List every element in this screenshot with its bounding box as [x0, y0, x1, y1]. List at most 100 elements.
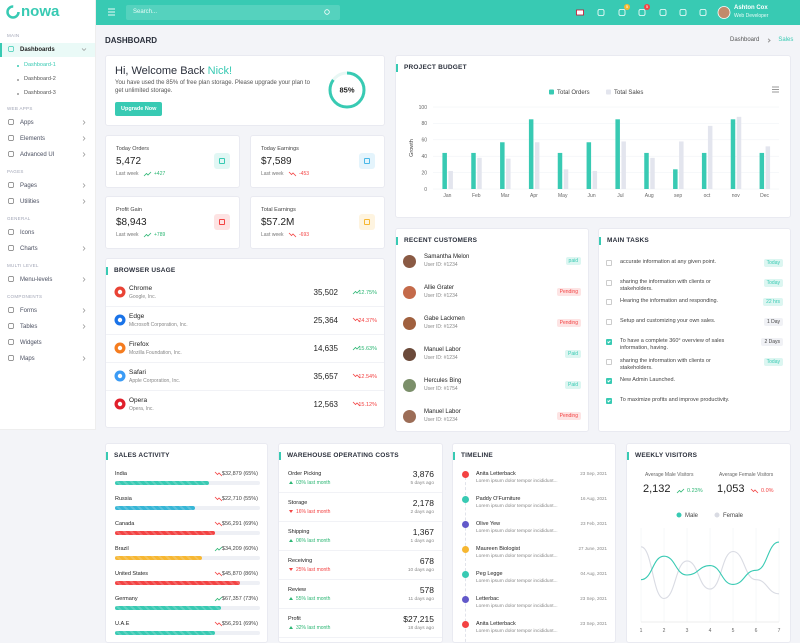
logo-ring: [6, 5, 20, 19]
progress-track: [115, 556, 260, 560]
notification-badge: 5: [644, 4, 650, 10]
cost-change: 06% last month: [296, 538, 331, 544]
user-role: Web Developer: [734, 13, 769, 19]
browser-count: 35,502: [313, 287, 338, 297]
task-text: Setup and customizing your own sales.: [620, 318, 716, 325]
sidebar-item[interactable]: Apps: [20, 120, 34, 126]
sidebar-item[interactable]: Pages: [20, 183, 38, 189]
sidebar-subitem[interactable]: Dashboard-3: [24, 90, 56, 96]
task-text: To have a complete 360° overview of sale…: [620, 337, 725, 352]
sidebar-item[interactable]: Widgets: [20, 340, 42, 346]
browser-logo: [114, 314, 126, 326]
task-checkbox[interactable]: [606, 338, 612, 345]
task-checkbox[interactable]: [606, 397, 612, 404]
y-axis-label: Growth: [409, 139, 415, 157]
logo-text: nowa: [21, 3, 60, 20]
logo-icon: [6, 5, 20, 19]
menu-icon: [8, 307, 14, 313]
x-tick-label: 6: [755, 628, 758, 634]
stat-title: Today Orders: [116, 146, 150, 152]
progress-bar: [115, 631, 216, 635]
visitor-stat-value: 1,053: [717, 483, 745, 495]
stat-value: 5,472: [116, 156, 142, 167]
menu-icon: [8, 46, 14, 52]
timeline-name: Anita Letterback: [476, 470, 516, 477]
chevron: [82, 246, 86, 251]
card-title: RECENT CUSTOMERS: [396, 237, 477, 245]
project-budget-card: PROJECT BUDGET 0 20 40 60 80 100 Growth Jan Feb Ma…: [395, 55, 791, 218]
sidebar-item[interactable]: Elements: [20, 136, 46, 142]
menu-icon: [8, 151, 14, 157]
search-box[interactable]: Search...: [126, 5, 340, 20]
sidebar-item[interactable]: Dashboards: [20, 47, 55, 53]
x-tick-label: Jun: [588, 193, 596, 199]
cost-name: Order Picking: [288, 471, 322, 477]
customer-id: User ID: #1234: [424, 324, 458, 330]
customer-name: Hercules Bing: [424, 378, 462, 384]
task-checkbox[interactable]: [606, 279, 612, 286]
bar: [730, 119, 736, 189]
sidebar-item[interactable]: Icons: [20, 230, 35, 236]
legend-label: Male: [685, 513, 699, 519]
sidebar-item[interactable]: Maps: [20, 356, 35, 362]
task-checkbox[interactable]: [606, 260, 612, 266]
x-tick-label: Dec: [760, 193, 769, 199]
progress-bar: [115, 581, 240, 585]
breadcrumb-item[interactable]: Dashboard: [730, 37, 760, 43]
bar: [736, 116, 742, 189]
welcome-card: Hi, Welcome Back Nick! You have used the 8…: [105, 55, 385, 126]
sidebar-item[interactable]: Advanced UI: [20, 152, 55, 158]
sales-trend: [214, 571, 223, 577]
header-icon: [679, 9, 687, 16]
sidebar-item[interactable]: Charts: [20, 246, 38, 252]
task-checkbox[interactable]: [606, 319, 612, 326]
sales-label: $56,291 (69%): [221, 621, 258, 627]
task-checkbox[interactable]: [606, 378, 612, 385]
sidebar-item[interactable]: Utilities: [20, 199, 40, 205]
stat-card: Total Earnings $57.2M Last week -693: [250, 196, 385, 249]
cost-change: 55% last month: [296, 596, 331, 602]
task-badge: Today: [763, 259, 783, 267]
y-tick-label: 60: [421, 138, 427, 144]
browser-count: 14,635: [313, 343, 338, 353]
timeline-dot: [462, 496, 469, 503]
sidebar-subitem[interactable]: Dashboard-1: [24, 62, 56, 68]
bar: [528, 119, 534, 189]
bar: [586, 142, 592, 189]
timeline-text: Lorem ipsum dolor tempor incididunt...: [476, 578, 558, 584]
cost-name: Receiving: [288, 558, 313, 564]
card-title: WAREHOUSE OPERATING COSTS: [279, 452, 399, 460]
upgrade-button[interactable]: Upgrade Now: [115, 102, 163, 116]
sidebar-section-title: PAGES: [7, 169, 24, 174]
browser-logo: [114, 398, 126, 410]
trend-icon: [214, 521, 223, 527]
bar: [471, 152, 476, 189]
sidebar-item[interactable]: Menu-levels: [20, 277, 53, 283]
cost-ago: 18 days ago: [407, 626, 434, 631]
legend-label: Total Sales: [614, 90, 643, 96]
stat-card: Profit Gain $8,943 Last week +789: [105, 196, 240, 249]
task-checkbox[interactable]: [606, 358, 612, 365]
customer-avatar: [403, 317, 416, 330]
bar: [563, 169, 569, 189]
user-name: Ashton Cox: [734, 5, 768, 11]
sidebar-item[interactable]: Tables: [20, 324, 38, 330]
customer-id: User ID: #1754: [424, 386, 458, 392]
cost-change: 16% last month: [296, 509, 331, 515]
cost-name: Shipping: [288, 529, 310, 535]
x-tick-label: 3: [686, 628, 689, 634]
sales-trend: [214, 596, 223, 602]
sidebar-subitem[interactable]: Dashboard-2: [24, 76, 56, 82]
sidebar-item[interactable]: Forms: [20, 308, 37, 314]
timeline-name: Maureen Biologist: [476, 545, 521, 552]
trend-icon: [214, 571, 223, 577]
stat-icon-glyph: [219, 158, 225, 164]
timeline-date: 23 Sep, 2021: [580, 620, 607, 626]
status-badge: Paid: [564, 381, 581, 389]
sidebar-icon: [8, 245, 14, 251]
browser-count: 12,563: [313, 399, 338, 409]
card-title: BROWSER USAGE: [106, 267, 175, 275]
task-checkbox[interactable]: [606, 299, 612, 306]
cost-name: Profit: [288, 616, 301, 622]
browser-name: Chrome: [129, 285, 153, 292]
